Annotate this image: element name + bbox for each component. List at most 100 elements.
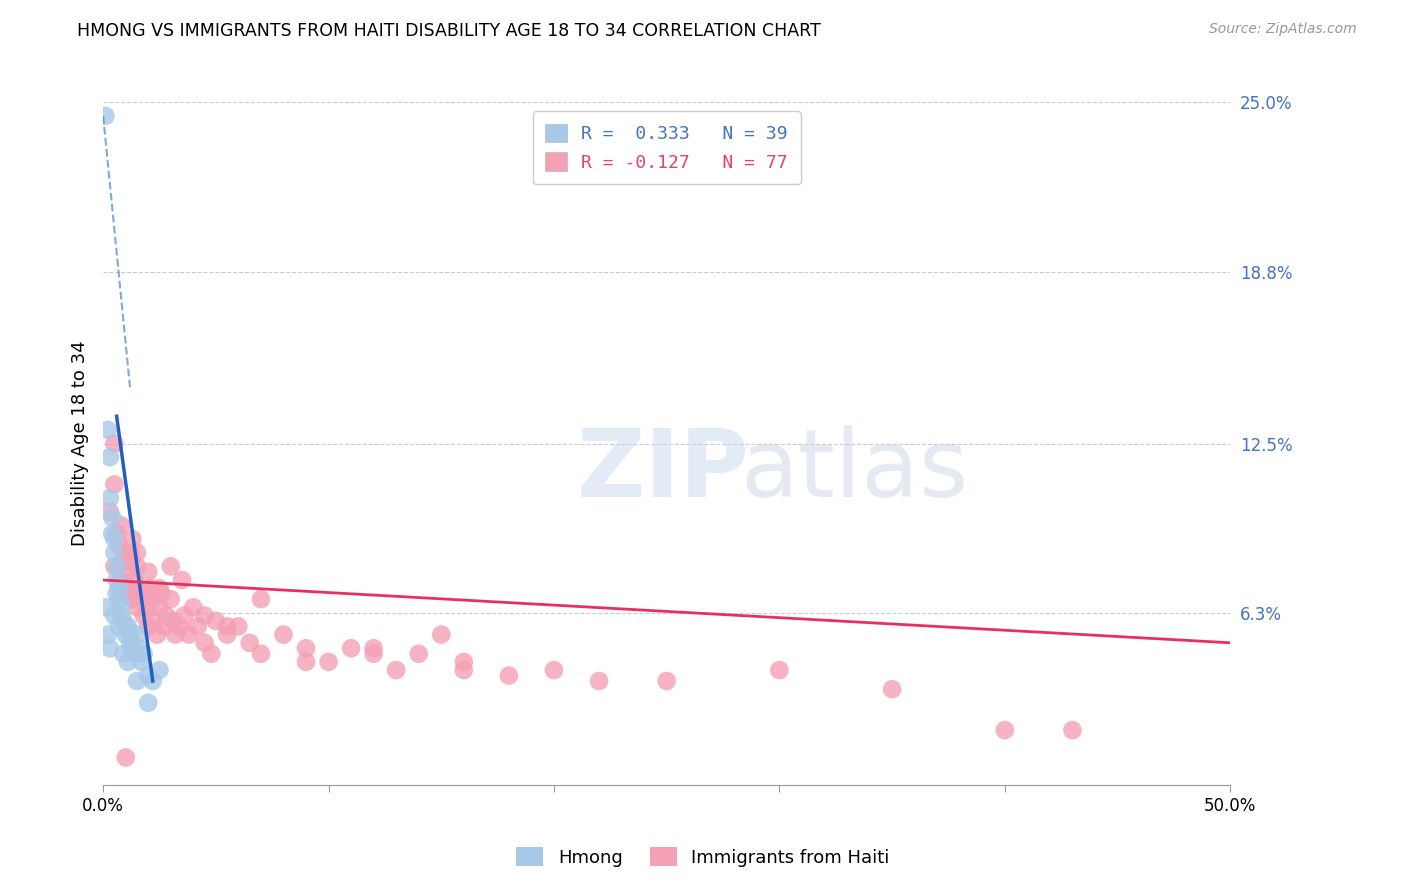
Point xyxy=(117,655,139,669)
Point xyxy=(105,559,128,574)
Point xyxy=(114,619,136,633)
Text: HMONG VS IMMIGRANTS FROM HAITI DISABILITY AGE 18 TO 34 CORRELATION CHART: HMONG VS IMMIGRANTS FROM HAITI DISABILIT… xyxy=(77,22,821,40)
Point xyxy=(125,673,148,688)
Point xyxy=(117,619,139,633)
Point xyxy=(105,573,128,587)
Point xyxy=(103,436,125,450)
Point xyxy=(98,450,121,465)
Point xyxy=(250,647,273,661)
Point xyxy=(136,565,159,579)
Point xyxy=(114,554,136,568)
Point xyxy=(121,532,143,546)
Point xyxy=(114,587,136,601)
Point xyxy=(768,663,790,677)
Point xyxy=(150,587,173,601)
Point xyxy=(125,600,148,615)
Point xyxy=(295,655,318,669)
Point xyxy=(121,641,143,656)
Point xyxy=(94,600,117,615)
Point xyxy=(125,627,148,641)
Point xyxy=(239,636,262,650)
Point xyxy=(97,423,120,437)
Point xyxy=(103,546,125,560)
Point xyxy=(112,647,135,661)
Text: ZIP: ZIP xyxy=(576,425,749,516)
Point xyxy=(273,627,295,641)
Point xyxy=(217,619,239,633)
Point xyxy=(880,682,903,697)
Point xyxy=(363,641,385,656)
Point xyxy=(430,627,453,641)
Point xyxy=(110,573,132,587)
Point xyxy=(128,641,150,656)
Point xyxy=(588,673,610,688)
Point xyxy=(131,655,153,669)
Point xyxy=(193,636,215,650)
Point xyxy=(385,663,408,677)
Point xyxy=(408,647,430,661)
Legend: Hmong, Immigrants from Haiti: Hmong, Immigrants from Haiti xyxy=(509,840,897,874)
Point xyxy=(131,592,153,607)
Point xyxy=(110,598,132,612)
Point xyxy=(165,627,187,641)
Point xyxy=(101,526,124,541)
Point xyxy=(124,573,146,587)
Point xyxy=(162,614,184,628)
Point xyxy=(132,608,155,623)
Point xyxy=(200,647,222,661)
Point xyxy=(170,573,193,587)
Point xyxy=(120,581,142,595)
Point xyxy=(142,673,165,688)
Point xyxy=(98,491,121,505)
Point xyxy=(146,627,169,641)
Point xyxy=(128,581,150,595)
Point xyxy=(117,565,139,579)
Point xyxy=(125,559,148,574)
Point xyxy=(543,663,565,677)
Point xyxy=(103,532,125,546)
Point xyxy=(103,559,125,574)
Point xyxy=(159,592,181,607)
Point xyxy=(103,477,125,491)
Point xyxy=(453,655,475,669)
Point xyxy=(295,641,318,656)
Point xyxy=(1062,723,1084,738)
Point xyxy=(139,581,162,595)
Point xyxy=(994,723,1017,738)
Point xyxy=(132,647,155,661)
Point xyxy=(136,600,159,615)
Point xyxy=(363,647,385,661)
Point xyxy=(148,600,170,615)
Point xyxy=(110,608,132,623)
Point xyxy=(169,619,191,633)
Point xyxy=(98,505,121,519)
Point xyxy=(120,636,142,650)
Point xyxy=(136,668,159,682)
Point xyxy=(108,581,131,595)
Point xyxy=(655,673,678,688)
Point xyxy=(98,641,121,656)
Point xyxy=(148,663,170,677)
Point xyxy=(103,608,125,623)
Point xyxy=(120,546,142,560)
Point xyxy=(94,109,117,123)
Point xyxy=(101,510,124,524)
Point xyxy=(187,619,209,633)
Point xyxy=(135,587,157,601)
Point xyxy=(136,696,159,710)
Point xyxy=(121,592,143,607)
Text: atlas: atlas xyxy=(740,425,969,516)
Point xyxy=(159,559,181,574)
Point xyxy=(155,608,177,623)
Point xyxy=(498,668,520,682)
Point xyxy=(125,546,148,560)
Legend: R =  0.333   N = 39, R = -0.127   N = 77: R = 0.333 N = 39, R = -0.127 N = 77 xyxy=(533,112,800,185)
Point xyxy=(112,546,135,560)
Point xyxy=(136,619,159,633)
Point xyxy=(114,750,136,764)
Point xyxy=(205,614,228,628)
Y-axis label: Disability Age 18 to 34: Disability Age 18 to 34 xyxy=(72,341,89,546)
Point xyxy=(142,592,165,607)
Point xyxy=(124,647,146,661)
Point xyxy=(250,592,273,607)
